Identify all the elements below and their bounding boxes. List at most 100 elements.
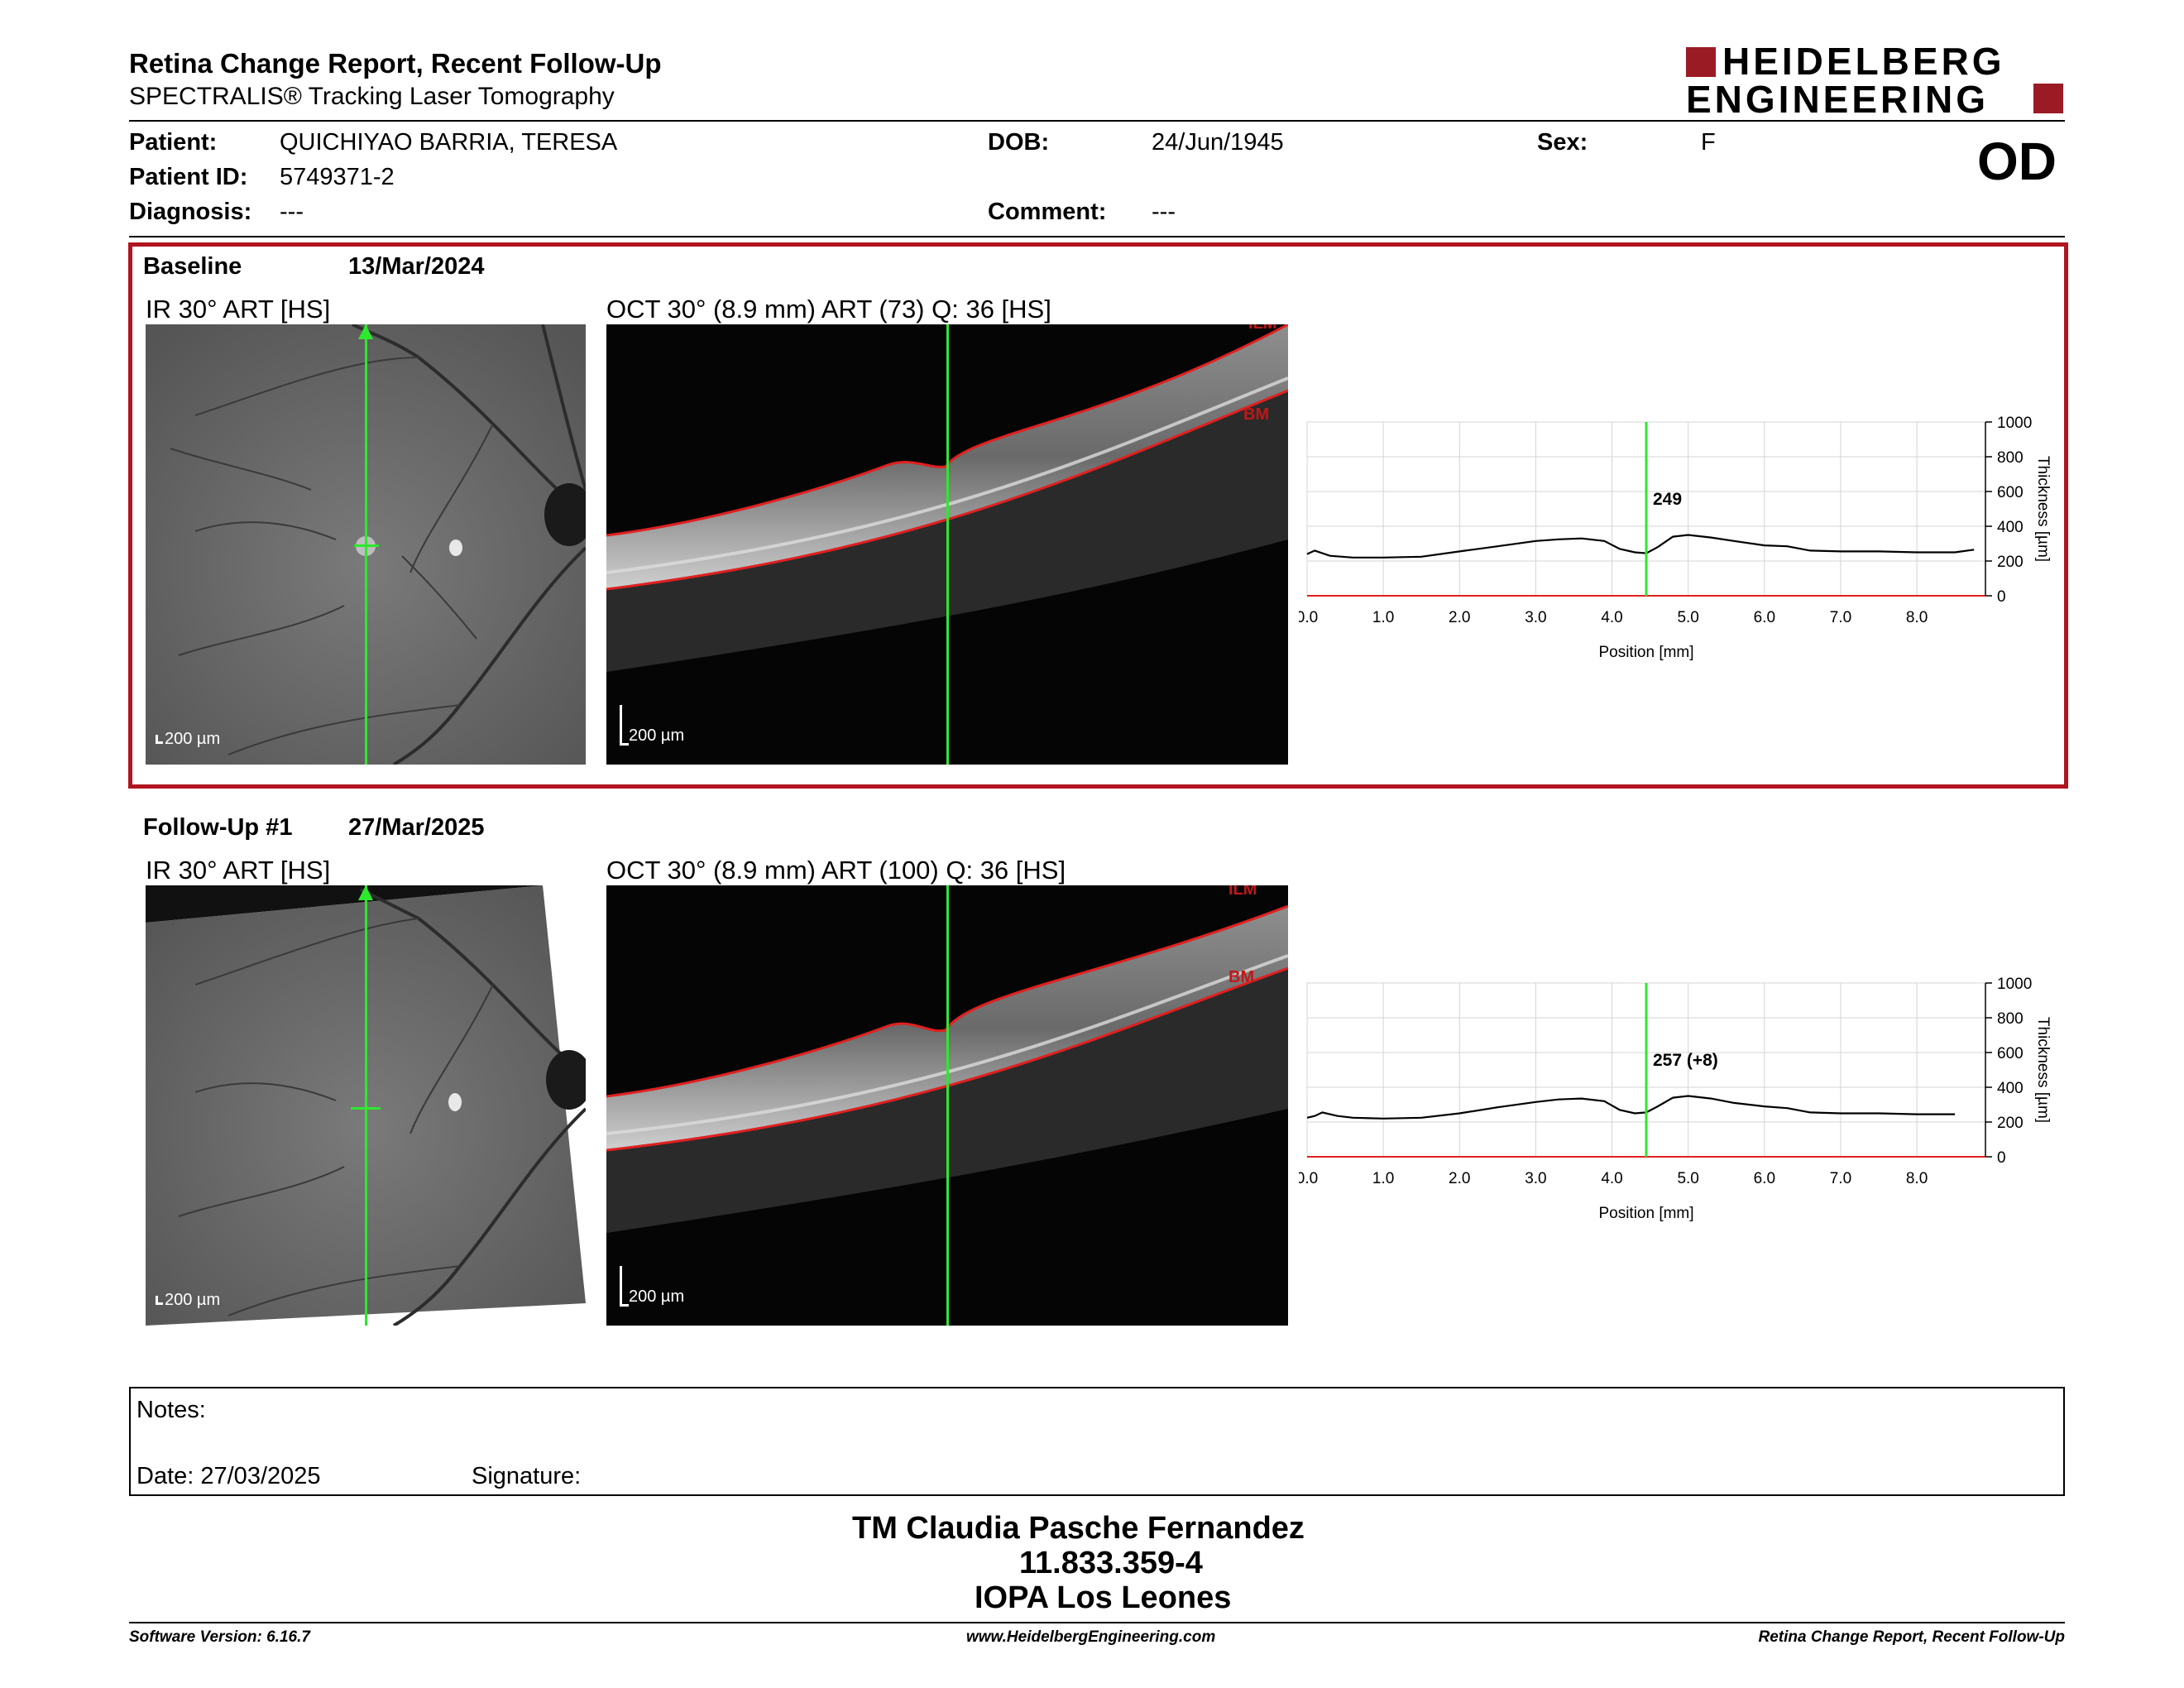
scalebar-icon <box>620 705 629 746</box>
y-tick-label: 600 <box>1997 1045 2024 1062</box>
stamp-clinic: IOPA Los Leones <box>975 1580 1232 1615</box>
report-subtitle: SPECTRALIS® Tracking Laser Tomography <box>129 83 615 110</box>
comment-value: --- <box>1152 199 1176 225</box>
followup-oct-scalebar: 200 µm <box>620 1266 684 1307</box>
baseline-date: 13/Mar/2024 <box>348 253 485 280</box>
sex-label: Sex: <box>1537 129 1588 156</box>
thickness-series-line <box>1306 534 1975 559</box>
patient-id: 5749371-2 <box>280 164 395 190</box>
notes-label: Notes: <box>136 1397 206 1423</box>
x-tick-label: 2.0 <box>1449 609 1470 626</box>
scalebar-icon <box>156 735 163 744</box>
x-tick-label: 7.0 <box>1830 609 1851 626</box>
patient-name: QUICHIYAO BARRIA, TERESA <box>280 129 618 156</box>
followup-ir-fovea-marker <box>351 1107 381 1110</box>
followup-ilm-label: ILM <box>1228 885 1257 899</box>
followup-thickness-chart: 0 200 400 600 800 1000 0.0 1.0 2.0 3.0 4.0 5.0 6.0 7.… <box>1299 975 2076 1240</box>
baseline-oct-scalebar: 200 µm <box>620 705 684 746</box>
followup-oct-scale-label: 200 µm <box>629 1288 685 1306</box>
y-tick-label: 0 <box>1997 1149 2006 1167</box>
header-divider <box>129 120 2065 122</box>
followup-oct-position-line <box>946 885 949 1326</box>
x-axis-label: Position [mm] <box>1598 644 1693 661</box>
diagnosis-label: Diagnosis: <box>129 199 252 225</box>
baseline-ir-fovea-marker <box>354 544 379 547</box>
notes-box[interactable]: Notes: Date: 27/03/2025 Signature: <box>129 1387 2065 1496</box>
x-tick-label: 4.0 <box>1601 609 1622 626</box>
x-tick-label: 6.0 <box>1754 1170 1775 1187</box>
followup-ir-arrow-icon <box>358 885 373 900</box>
followup-ir-scale-label: 200 µm <box>165 1291 221 1309</box>
followup-bm-label: BM <box>1228 968 1255 986</box>
baseline-thickness-chart: 0 200 400 600 800 1000 0.0 1.0 2.0 3.0 4.0 5.0 6.0 7.… <box>1299 414 2076 679</box>
baseline-ir-arrow-icon <box>358 324 373 339</box>
stamp-name: TM Claudia Pasche Fernandez <box>852 1511 1305 1546</box>
followup-ir-fundus-image: 200 µm <box>146 885 586 1326</box>
followup-ir-scalebar: 200 µm <box>156 1291 220 1310</box>
followup-oct-bscan-image: ILM BM 200 µm <box>606 885 1288 1326</box>
scalebar-icon <box>156 1296 163 1305</box>
footer-website-link[interactable]: www.HeidelbergEngineering.com <box>966 1628 1216 1646</box>
y-axis-label: Thickness [µm] <box>2034 456 2052 562</box>
y-tick-label: 1000 <box>1997 415 2032 432</box>
baseline-frame <box>128 242 2068 789</box>
y-tick-label: 800 <box>1997 449 2024 467</box>
y-tick-label: 0 <box>1997 588 2006 606</box>
x-tick-label: 0.0 <box>1299 1170 1318 1187</box>
baseline-bm-label: BM <box>1243 405 1270 424</box>
x-axis-label: Position [mm] <box>1598 1205 1693 1222</box>
x-tick-label: 8.0 <box>1906 609 1928 626</box>
eye-indicator: OD <box>1977 132 2057 191</box>
baseline-ilm-label: ILM <box>1248 324 1276 333</box>
x-tick-label: 1.0 <box>1372 609 1394 626</box>
diagnosis-value: --- <box>280 199 304 225</box>
patient-divider <box>129 236 2065 237</box>
baseline-ir-scale-label: 200 µm <box>165 730 221 748</box>
y-tick-label: 800 <box>1997 1010 2024 1028</box>
sex-value: F <box>1701 129 1716 156</box>
baseline-ir-scalebar: 200 µm <box>156 730 220 749</box>
x-tick-label: 6.0 <box>1754 609 1775 626</box>
thickness-series-line <box>1306 1095 1956 1120</box>
followup-ir-scan-line <box>365 885 367 1326</box>
thickness-value-label: 249 <box>1653 490 1682 509</box>
x-tick-label: 3.0 <box>1525 1170 1546 1187</box>
y-tick-label: 200 <box>1997 554 2024 571</box>
logo-square-bottom <box>2033 84 2063 113</box>
x-tick-label: 1.0 <box>1372 1170 1394 1187</box>
baseline-label: Baseline <box>143 253 242 280</box>
y-tick-label: 600 <box>1997 484 2024 501</box>
x-tick-label: 7.0 <box>1830 1170 1851 1187</box>
x-tick-label: 3.0 <box>1525 609 1546 626</box>
followup-oct-title: OCT 30° (8.9 mm) ART (100) Q: 36 [HS] <box>606 856 1066 885</box>
scalebar-icon <box>620 1266 629 1307</box>
baseline-thickness-svg: 0 200 400 600 800 1000 0.0 1.0 2.0 3.0 4.0 5.0 6.0 7.… <box>1299 415 2052 661</box>
followup-label: Follow-Up #1 <box>143 814 293 841</box>
x-tick-label: 8.0 <box>1906 1170 1928 1187</box>
comment-label: Comment: <box>988 199 1107 225</box>
footer-software-version: Software Version: 6.16.7 <box>129 1628 310 1646</box>
x-tick-label: 5.0 <box>1677 609 1698 626</box>
followup-date: 27/Mar/2025 <box>348 814 485 841</box>
baseline-ir-title: IR 30° ART [HS] <box>146 295 331 324</box>
logo-square-top <box>1686 47 1716 77</box>
thickness-value-label: 257 (+8) <box>1653 1051 1718 1070</box>
patient-id-label: Patient ID: <box>129 164 248 190</box>
baseline-oct-bscan-image: ILM BM 200 µm <box>606 324 1288 765</box>
heidelberg-logo: HEIDELBERG ENGINEERING <box>1686 42 2067 121</box>
baseline-oct-scale-label: 200 µm <box>629 727 685 745</box>
y-tick-label: 400 <box>1997 519 2024 536</box>
y-tick-label: 1000 <box>1997 976 2032 993</box>
x-tick-label: 0.0 <box>1299 609 1318 626</box>
logo-text-top: HEIDELBERG <box>1722 40 2005 83</box>
followup-thickness-svg: 0 200 400 600 800 1000 0.0 1.0 2.0 3.0 4.0 5.0 6.0 7.… <box>1299 976 2052 1222</box>
stamp-id: 11.833.359-4 <box>1019 1546 1203 1580</box>
x-tick-label: 4.0 <box>1601 1170 1622 1187</box>
y-tick-label: 400 <box>1997 1080 2024 1097</box>
logo-text-bottom: ENGINEERING <box>1686 78 1990 121</box>
report-title: Retina Change Report, Recent Follow-Up <box>129 48 662 79</box>
dob-value: 24/Jun/1945 <box>1152 129 1284 156</box>
footer-divider <box>129 1622 2065 1623</box>
y-tick-label: 200 <box>1997 1115 2024 1132</box>
followup-ir-title: IR 30° ART [HS] <box>146 856 331 885</box>
